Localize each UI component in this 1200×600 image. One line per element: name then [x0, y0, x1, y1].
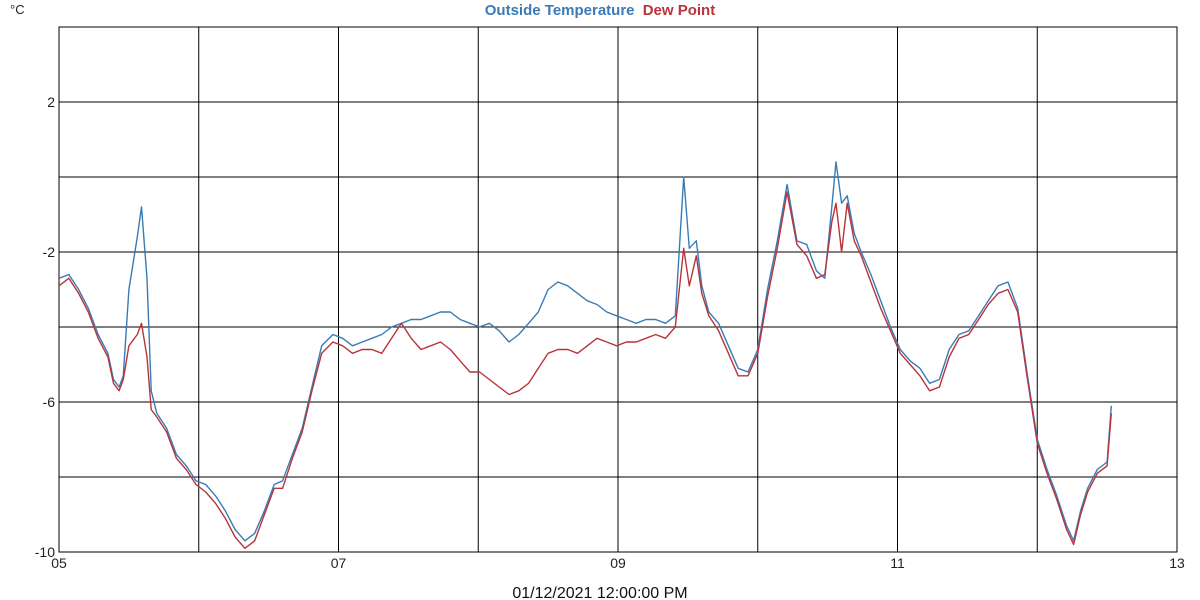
series-layer: [58, 161, 1112, 549]
x-tick-label: 09: [610, 555, 626, 571]
title-outside-temperature: Outside Temperature: [485, 2, 635, 19]
x-tick-label: 13: [1169, 555, 1185, 571]
title-dew-point: Dew Point: [643, 2, 716, 19]
y-tick-label: -10: [35, 544, 55, 560]
x-tick-label: 07: [331, 555, 347, 571]
chart-title: Outside Temperature Dew Point: [485, 2, 715, 19]
x-axis-label: 01/12/2021 12:00:00 PM: [512, 585, 687, 600]
grid: [58, 26, 1178, 553]
x-tick-label: 11: [890, 555, 905, 571]
y-axis-tick-labels: -10 -6 -2 2: [35, 94, 55, 560]
x-tick-label: 05: [51, 555, 67, 571]
y-tick-label: -2: [43, 244, 56, 260]
x-axis-tick-labels: 05 07 09 11 13: [51, 555, 1185, 571]
unit-label: °C: [10, 2, 25, 17]
y-tick-label: 2: [47, 94, 55, 110]
series-outside-temperature-line: [58, 161, 1112, 542]
y-tick-label: -6: [43, 394, 56, 410]
series-dew-point-line: [58, 191, 1112, 549]
